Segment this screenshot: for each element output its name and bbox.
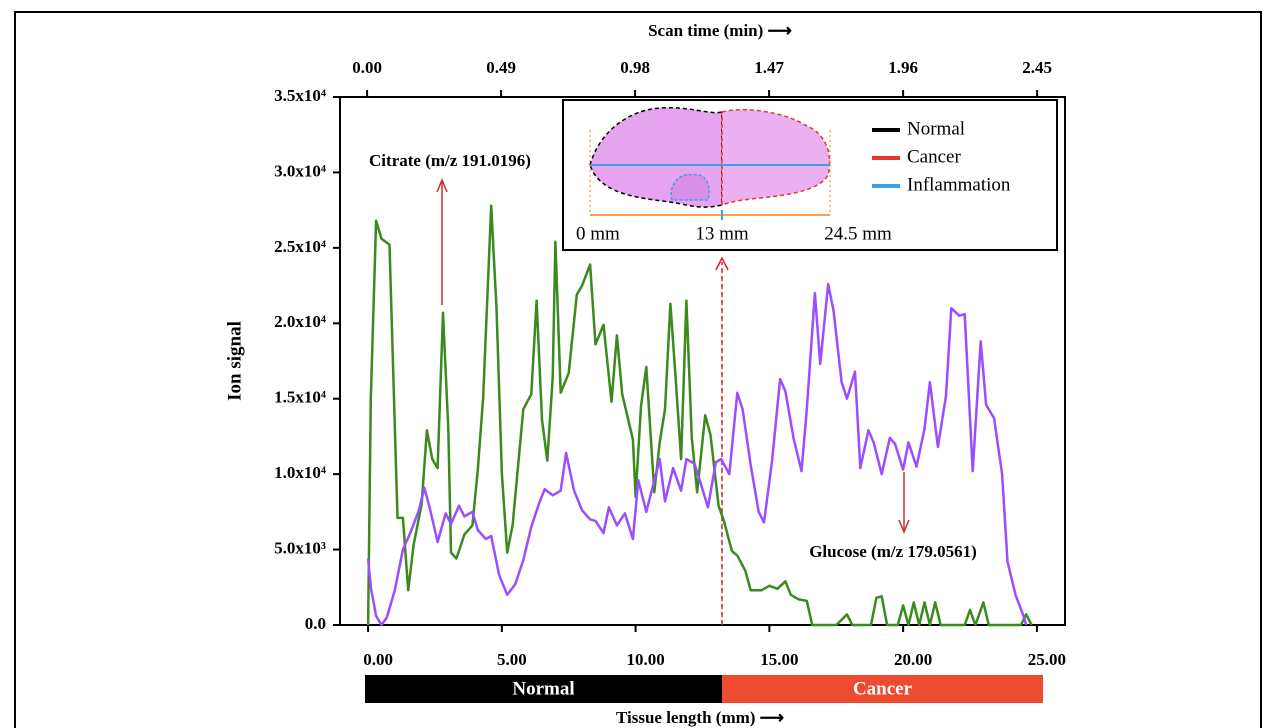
annotation: Glucose (m/z 179.0561) bbox=[809, 542, 977, 561]
x2-tick-label: 0.49 bbox=[486, 58, 516, 77]
x-tick-label: 25.00 bbox=[1028, 650, 1066, 669]
legend-label: Inflammation bbox=[907, 174, 1011, 195]
x2-tick-label: 2.45 bbox=[1022, 58, 1052, 77]
region-label: Cancer bbox=[853, 678, 913, 699]
region-bar bbox=[722, 675, 1043, 703]
x-axis-title: Tissue length (mm) ⟶ bbox=[616, 708, 784, 727]
y-tick-label: 2.0x10⁴ bbox=[274, 312, 326, 331]
x2-tick-label: 0.00 bbox=[352, 58, 382, 77]
x2-tick-label: 1.47 bbox=[754, 58, 784, 77]
x2-tick-label: 0.98 bbox=[620, 58, 650, 77]
x-tick-label: 5.00 bbox=[497, 650, 527, 669]
scale-label: 13 mm bbox=[695, 223, 749, 244]
x-tick-label: 15.00 bbox=[760, 650, 798, 669]
region-label: Normal bbox=[512, 678, 574, 699]
tissue-cancer bbox=[721, 108, 831, 207]
y-tick-label: 1.5x10⁴ bbox=[274, 388, 326, 407]
scale-label: 24.5 mm bbox=[824, 223, 892, 244]
arrow bbox=[898, 519, 910, 534]
y-tick-label: 3.0x10⁴ bbox=[274, 161, 326, 180]
y-tick-label: 2.5x10⁴ bbox=[274, 237, 326, 256]
region-bar bbox=[365, 675, 722, 703]
x-tick-label: 20.00 bbox=[894, 650, 932, 669]
x2-axis-title: Scan time (min) ⟶ bbox=[648, 21, 792, 40]
plot-frame bbox=[339, 96, 1066, 626]
series-line bbox=[366, 204, 1033, 627]
series-line bbox=[366, 282, 1028, 627]
scale-label: 0 mm bbox=[576, 223, 620, 244]
y-tick-label: 0.0 bbox=[305, 614, 326, 633]
x-tick-label: 10.00 bbox=[626, 650, 664, 669]
legend-label: Normal bbox=[907, 118, 965, 139]
x-tick-label: 0.00 bbox=[363, 650, 393, 669]
y-tick-label: 1.0x10⁴ bbox=[274, 463, 326, 482]
legend-label: Cancer bbox=[907, 146, 961, 167]
y-tick-label: 3.5x10⁴ bbox=[274, 86, 326, 105]
tissue-inflammation bbox=[670, 173, 710, 201]
x2-tick-label: 1.96 bbox=[888, 58, 918, 77]
inset: 0 mm 13 mm 24.5 mm Normal Cancer Inflammat… bbox=[562, 99, 1058, 251]
annotation: Citrate (m/z 191.0196) bbox=[369, 151, 531, 170]
y-tick-label: 5.0x10³ bbox=[274, 538, 326, 557]
y-axis-title: Ion signal bbox=[224, 321, 245, 401]
frame bbox=[14, 11, 1262, 728]
arrow bbox=[715, 256, 729, 271]
arrow bbox=[436, 178, 448, 193]
